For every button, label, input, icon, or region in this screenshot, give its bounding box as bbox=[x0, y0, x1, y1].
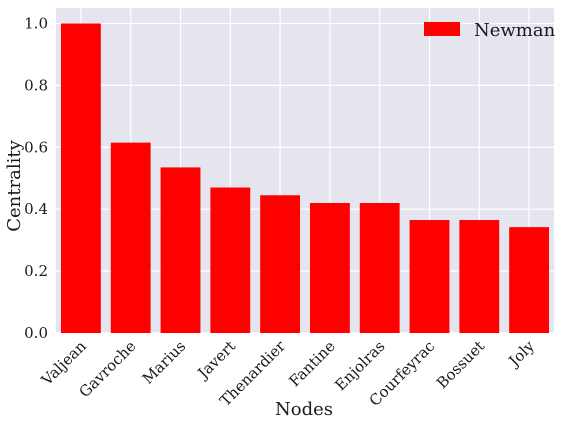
y-tick-label-1: 0.2 bbox=[24, 262, 48, 280]
x-axis-label: Nodes bbox=[275, 399, 333, 420]
bar-valjean bbox=[60, 23, 101, 333]
y-axis-label: Centrality bbox=[4, 139, 25, 231]
x-tick-label-bossuet: Bossuet bbox=[433, 337, 488, 392]
bar-gavroche bbox=[110, 142, 151, 333]
y-tick-label-0: 0.0 bbox=[24, 324, 48, 342]
y-tick-label-5: 1.0 bbox=[24, 14, 48, 32]
y-tick-label-2: 0.4 bbox=[24, 200, 48, 218]
bar-javert bbox=[210, 187, 251, 333]
x-tick-label-javert: Javert bbox=[193, 337, 239, 383]
bar-joly bbox=[509, 227, 550, 333]
y-tick-label-3: 0.6 bbox=[24, 138, 48, 156]
legend: Newman bbox=[424, 20, 556, 41]
x-tick-label-joly: Joly bbox=[504, 337, 539, 372]
bar-bossuet bbox=[459, 220, 500, 333]
bars bbox=[60, 23, 550, 333]
x-tick-label-marius: Marius bbox=[139, 337, 190, 388]
bar-courfeyrac bbox=[409, 220, 450, 333]
bar-enjolras bbox=[359, 203, 400, 333]
bar-thenardier bbox=[260, 195, 301, 333]
y-tick-label-4: 0.8 bbox=[24, 76, 48, 94]
bar-marius bbox=[160, 167, 201, 333]
bar-fantine bbox=[309, 203, 350, 333]
legend-swatch-newman bbox=[424, 22, 460, 36]
y-tick-labels: 0.0 0.2 0.4 0.6 0.8 1.0 bbox=[24, 14, 48, 342]
legend-label-newman: Newman bbox=[474, 20, 556, 41]
